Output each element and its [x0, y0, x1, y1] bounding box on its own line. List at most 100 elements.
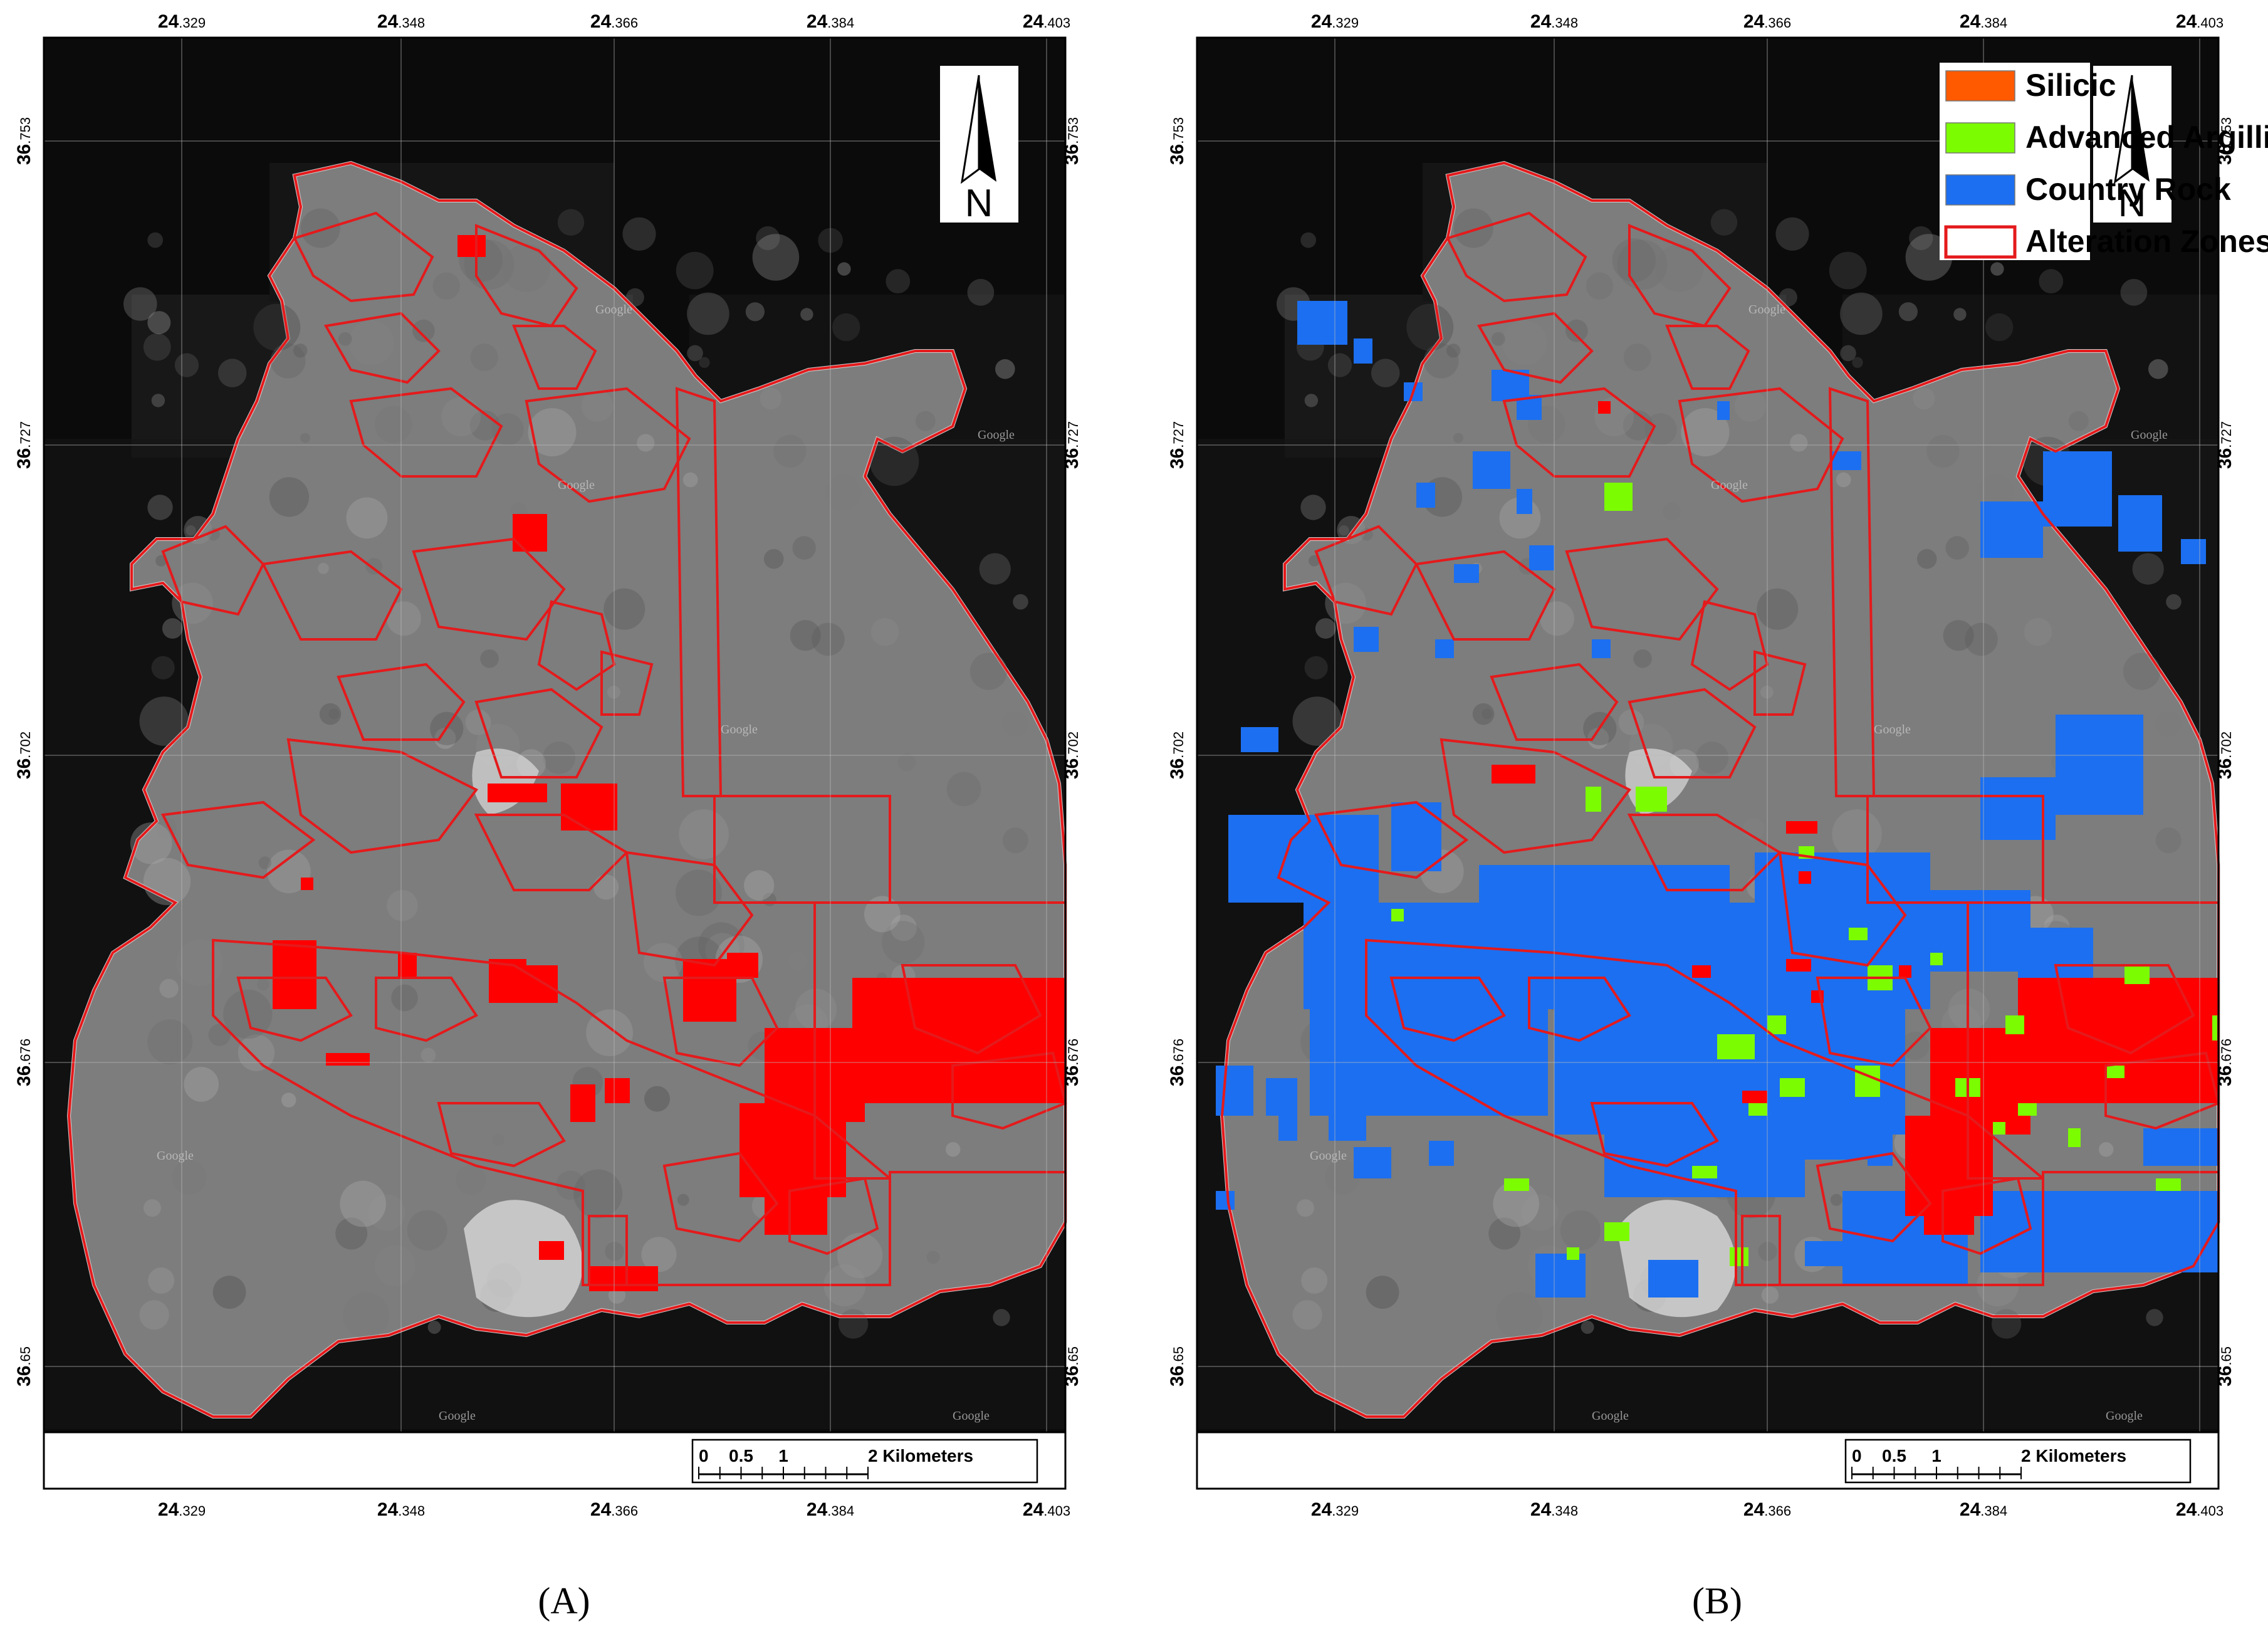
longitude-tick-main: 24 — [1960, 11, 1981, 32]
silicic-zone-pixel-block — [1692, 965, 1711, 978]
scale-bar-label: 0 — [699, 1446, 709, 1465]
alteration-zone-outline — [1690, 600, 1769, 691]
longitude-tick-main: 24 — [377, 1499, 399, 1520]
alteration-zone-outline — [1941, 1177, 2032, 1255]
longitude-tick-label-top: 24.329 — [158, 11, 206, 32]
longitude-tick-label-bottom: 24.329 — [1311, 1499, 1359, 1520]
alteration-zone-outline — [537, 600, 616, 691]
terrain-texture — [139, 1300, 169, 1330]
alteration-zone-outline — [1365, 938, 2044, 1286]
terrain-texture — [886, 269, 911, 294]
terrain-texture — [1909, 226, 1933, 251]
terrain-texture — [147, 311, 171, 335]
terrain-texture — [441, 397, 481, 437]
bright-quarry-area — [464, 1200, 583, 1318]
silicic-zone-layer — [273, 235, 1065, 1291]
legend-swatch-outline — [1944, 225, 2017, 259]
terrain-texture — [1644, 413, 1677, 446]
north-arrow-right-half — [979, 75, 996, 182]
terrain-texture — [687, 345, 703, 362]
alteration-zone-outline — [161, 525, 265, 616]
longitude-tick-main: 24 — [1743, 1499, 1765, 1520]
longitude-tick-label-bottom: 24.366 — [1743, 1499, 1791, 1520]
latitude-tick-sub: .753 — [1171, 117, 1186, 144]
terrain-texture — [368, 1194, 405, 1231]
terrain-texture — [1587, 727, 1609, 749]
longitude-tick-label-bottom: 24.384 — [1960, 1499, 2007, 1520]
terrain-texture — [1696, 742, 1728, 774]
terrain-texture — [622, 217, 656, 251]
longitude-tick-main: 24 — [1530, 1499, 1552, 1520]
latitude-tick-main: 36 — [1167, 448, 1188, 469]
terrain-texture — [1790, 434, 1808, 452]
country-rock-zone-pixel-block — [1473, 451, 1510, 489]
alteration-zone-outline — [1665, 325, 1750, 390]
terrain-texture — [1300, 495, 1326, 520]
country-rock-zone-pixel-block — [1980, 1191, 2218, 1272]
latitude-tick-label-right: 36.65 — [1062, 1346, 1082, 1387]
legend-label: Alteration Zones — [2025, 224, 2268, 259]
latitude-tick-main: 36 — [1062, 1366, 1082, 1387]
terrain-texture — [1612, 238, 1656, 282]
alteration-zone-outline — [1816, 977, 1932, 1067]
advanced-argillic-zone-pixel-block — [1717, 1034, 1755, 1059]
latitude-tick-sub: .753 — [2218, 117, 2234, 144]
terrain-texture — [837, 262, 851, 276]
terrain-texture — [338, 332, 352, 346]
terrain-texture — [2166, 594, 2182, 610]
longitude-tick-sub: .366 — [611, 15, 638, 31]
latitude-tick-sub: .727 — [2218, 421, 2234, 448]
latitude-tick-sub: .65 — [2218, 1346, 2234, 1366]
advanced-argillic-zone-pixel-block — [1391, 909, 1404, 921]
longitude-tick-main: 24 — [590, 11, 612, 32]
silicic-zone-pixel-block — [513, 514, 547, 552]
terrain-texture — [825, 474, 861, 511]
alteration-zone-outline — [951, 1051, 1067, 1130]
terrain-texture — [1840, 345, 1856, 362]
longitude-tick-sub: .403 — [1043, 15, 1070, 31]
alteration-zone-outline — [512, 325, 597, 390]
terrain-texture — [699, 357, 710, 368]
terrain-texture — [1371, 359, 1400, 387]
terrain-texture — [1327, 353, 1352, 377]
terrain-texture — [818, 228, 843, 253]
latitude-tick-main: 36 — [14, 448, 34, 469]
terrain-texture — [139, 696, 189, 746]
alteration-zone-outline — [1502, 387, 1656, 478]
alteration-zone-outline — [662, 977, 779, 1067]
google-watermark: Google — [1748, 303, 1785, 317]
terrain-texture — [434, 727, 456, 749]
silicic-zone-pixel-block — [765, 1191, 827, 1235]
country-rock-zone-pixel-block — [2043, 451, 2112, 527]
terrain-texture — [1840, 292, 1883, 335]
country-rock-zone-pixel-block — [1648, 1260, 1698, 1297]
terrain-texture — [1304, 394, 1319, 407]
terrain-texture — [318, 563, 329, 574]
terrain-texture — [586, 1009, 633, 1057]
terrain-texture — [1315, 618, 1336, 639]
terrain-texture — [176, 939, 223, 987]
advanced-argillic-zone-pixel-block — [1586, 787, 1601, 812]
terrain-texture — [218, 359, 247, 387]
terrain-texture — [800, 308, 813, 321]
terrain-texture — [267, 849, 311, 894]
terrain-texture — [1761, 1286, 1779, 1304]
alteration-zone-outline — [236, 977, 353, 1042]
country-rock-zone-pixel-block — [1329, 1103, 1366, 1141]
terrain-texture — [1775, 217, 1809, 251]
alteration-zone-outline — [1528, 977, 1631, 1042]
country-rock-zone-pixel-block — [1435, 639, 1454, 658]
longitude-tick-sub: .348 — [398, 15, 425, 31]
legend: Silicic Advanced Argillic Country Rock Alte… — [1940, 63, 2268, 260]
terrain-texture — [1325, 1160, 1360, 1195]
silicic-zone-pixel-block — [589, 1266, 658, 1291]
latitude-tick-main: 36 — [14, 1366, 34, 1387]
latitude-tick-label-right: 36.753 — [1062, 117, 1082, 165]
terrain-texture — [1496, 1292, 1543, 1339]
country-rock-zone-pixel-block — [1454, 564, 1479, 583]
longitude-tick-main: 24 — [1311, 11, 1332, 32]
scale-bar-label: 0 — [1852, 1446, 1862, 1465]
terrain-texture — [839, 1309, 869, 1339]
latitude-tick-main: 36 — [2215, 1066, 2235, 1086]
longitude-tick-label-top: 24.348 — [1530, 11, 1578, 32]
